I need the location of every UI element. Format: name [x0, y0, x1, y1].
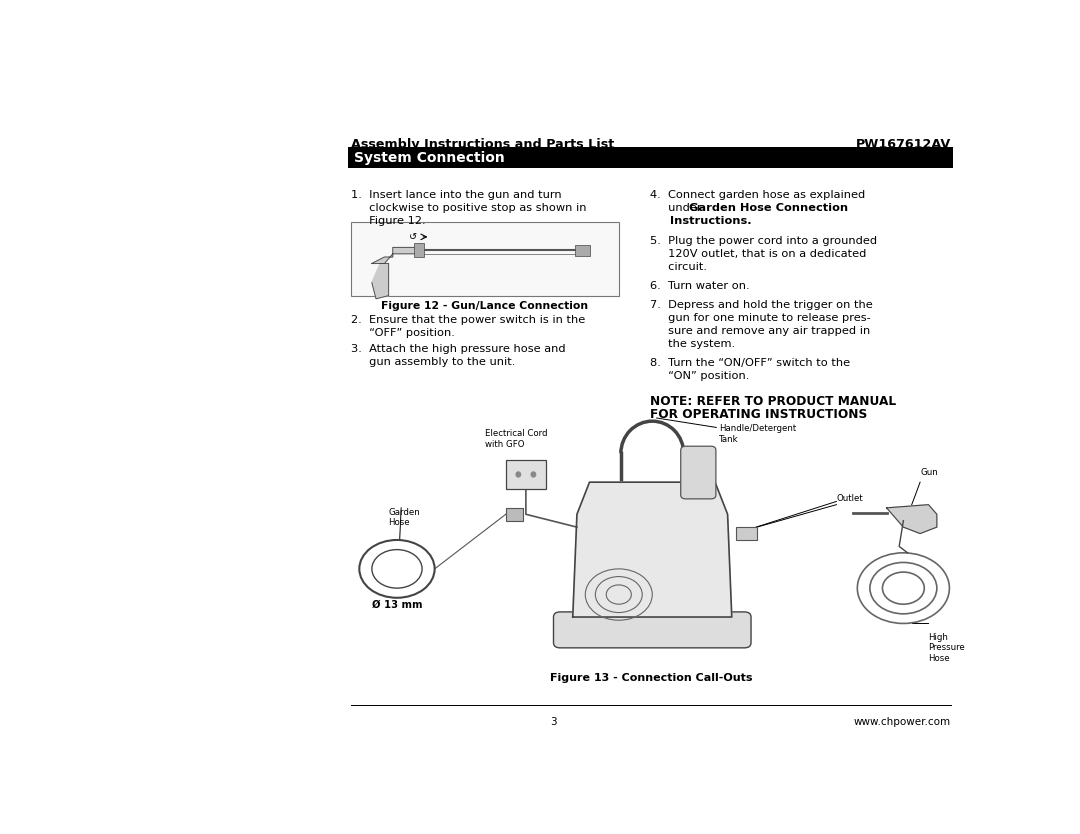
- Text: Assembly Instructions and Parts List: Assembly Instructions and Parts List: [351, 138, 615, 152]
- Text: Handle/Detergent
Tank: Handle/Detergent Tank: [657, 418, 796, 444]
- Text: NOTE: REFER TO PRODUCT MANUAL: NOTE: REFER TO PRODUCT MANUAL: [650, 395, 896, 409]
- Text: 5.  Plug the power cord into a grounded: 5. Plug the power cord into a grounded: [650, 236, 877, 246]
- Text: 120V outlet, that is on a dedicated: 120V outlet, that is on a dedicated: [650, 249, 866, 259]
- Text: under: under: [650, 203, 705, 213]
- Bar: [414, 243, 423, 257]
- Bar: [735, 527, 757, 540]
- Text: 6.  Turn water on.: 6. Turn water on.: [650, 281, 750, 291]
- Ellipse shape: [515, 471, 522, 478]
- Text: “ON” position.: “ON” position.: [650, 371, 750, 381]
- Text: 4.  Connect garden hose as explained: 4. Connect garden hose as explained: [650, 190, 865, 200]
- Polygon shape: [572, 482, 732, 617]
- Text: Garden Hose Connection: Garden Hose Connection: [689, 203, 848, 213]
- Text: “OFF” position.: “OFF” position.: [351, 328, 455, 338]
- Bar: [576, 245, 591, 256]
- Text: 7.  Depress and hold the trigger on the: 7. Depress and hold the trigger on the: [650, 300, 873, 310]
- Text: Garden
Hose: Garden Hose: [389, 508, 420, 527]
- Text: circuit.: circuit.: [650, 262, 706, 272]
- Text: 1.  Insert lance into the gun and turn: 1. Insert lance into the gun and turn: [351, 190, 562, 200]
- Text: gun assembly to the unit.: gun assembly to the unit.: [351, 357, 515, 367]
- Text: 2.  Ensure that the power switch is in the: 2. Ensure that the power switch is in th…: [351, 315, 585, 325]
- Text: 3.  Attach the high pressure hose and: 3. Attach the high pressure hose and: [351, 344, 566, 354]
- Text: Figure 12.: Figure 12.: [351, 216, 426, 226]
- Polygon shape: [372, 248, 418, 264]
- Text: clockwise to positive stop as shown in: clockwise to positive stop as shown in: [351, 203, 586, 213]
- Text: Figure 12 - Gun/Lance Connection: Figure 12 - Gun/Lance Connection: [381, 301, 589, 311]
- Bar: [351, 222, 619, 296]
- Text: High
Pressure
Hose: High Pressure Hose: [929, 633, 966, 663]
- Circle shape: [360, 540, 434, 598]
- Text: FOR OPERATING INSTRUCTIONS: FOR OPERATING INSTRUCTIONS: [650, 409, 867, 421]
- Text: gun for one minute to release pres-: gun for one minute to release pres-: [650, 314, 870, 324]
- Text: Electrical Cord
with GFO: Electrical Cord with GFO: [485, 430, 548, 449]
- Text: the system.: the system.: [650, 339, 734, 349]
- Text: PW167612AV: PW167612AV: [855, 138, 951, 152]
- Text: Instructions.: Instructions.: [650, 216, 752, 226]
- Text: ↺: ↺: [409, 232, 417, 242]
- Text: System Connection: System Connection: [354, 151, 505, 164]
- Text: Figure 13 - Connection Call-Outs: Figure 13 - Connection Call-Outs: [550, 673, 753, 683]
- Bar: [348, 147, 953, 168]
- Text: 3: 3: [550, 716, 557, 726]
- Text: Outlet: Outlet: [836, 494, 863, 503]
- Text: Ø 13 mm: Ø 13 mm: [372, 600, 422, 610]
- Text: Gun: Gun: [920, 468, 937, 477]
- Text: 8.  Turn the “ON/OFF” switch to the: 8. Turn the “ON/OFF” switch to the: [650, 359, 850, 369]
- Polygon shape: [372, 264, 389, 299]
- FancyBboxPatch shape: [554, 612, 751, 648]
- Text: sure and remove any air trapped in: sure and remove any air trapped in: [650, 326, 870, 336]
- Ellipse shape: [530, 471, 537, 478]
- Polygon shape: [887, 505, 936, 534]
- FancyBboxPatch shape: [680, 446, 716, 499]
- Text: www.chpower.com: www.chpower.com: [854, 716, 951, 726]
- Bar: [505, 460, 546, 489]
- Bar: [505, 508, 523, 520]
